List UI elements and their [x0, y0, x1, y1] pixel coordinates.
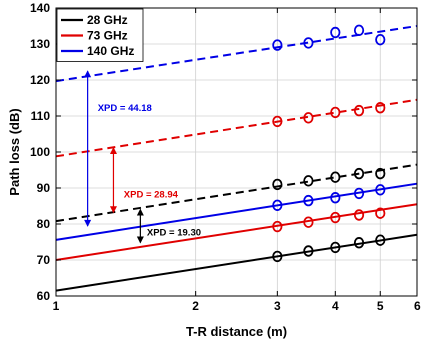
data-point	[353, 237, 365, 249]
data-point	[330, 192, 341, 204]
xpd-label: XPD = 44.18	[98, 103, 152, 114]
xpd-arrow-head	[109, 146, 117, 154]
data-point	[375, 234, 386, 246]
data-point	[303, 194, 314, 207]
y-axis-label: Path loss (dB)	[7, 108, 22, 195]
measured-points-layer	[272, 24, 386, 263]
data-point	[303, 245, 314, 257]
legend-entry: 140 GHz	[87, 44, 134, 58]
x-tick-label: 3	[274, 299, 281, 313]
xpd-annotations-layer: XPD = 19.30 XPD = 28.94 XPD = 44.18	[84, 70, 201, 244]
x-axis-label: T-R distance (m)	[186, 324, 287, 339]
y-tick-label: 120	[30, 73, 50, 87]
data-point	[330, 26, 341, 39]
xpd-arrow-head	[109, 206, 117, 214]
xpd-arrow-head	[136, 236, 144, 244]
fit-lines-layer	[55, 25, 418, 292]
data-point	[272, 115, 283, 128]
data-point	[375, 207, 386, 219]
xpd-arrow-head	[84, 219, 92, 227]
legend-entry: 73 GHz	[87, 29, 128, 43]
data-point	[330, 106, 341, 119]
x-tick-label: 5	[377, 299, 384, 313]
data-point	[353, 104, 365, 117]
xpd-arrow-head	[136, 208, 144, 216]
fit-line	[55, 203, 418, 261]
fit-line	[55, 233, 418, 292]
xpd-label: XPD = 19.30	[147, 227, 201, 238]
data-point	[353, 209, 365, 221]
data-point	[303, 37, 314, 49]
y-tick-label: 110	[31, 109, 51, 123]
data-point	[303, 216, 314, 228]
tick-labels-layer: 1 2 3 4 5 6 60 70 80 90 100 110 120 130 140	[30, 1, 421, 313]
data-point	[272, 178, 283, 191]
data-point	[303, 175, 314, 187]
data-point	[330, 241, 341, 254]
data-point	[353, 24, 365, 37]
fit-line	[55, 98, 418, 158]
data-point	[330, 211, 341, 224]
data-point	[330, 171, 341, 183]
x-tick-label: 4	[332, 299, 339, 313]
data-point	[353, 187, 365, 200]
x-tick-label: 1	[53, 299, 60, 313]
y-tick-label: 140	[30, 1, 50, 15]
y-tick-label: 90	[37, 181, 51, 195]
y-tick-label: 60	[37, 289, 51, 303]
y-tick-label: 100	[30, 145, 50, 159]
data-point	[272, 220, 283, 233]
y-tick-label: 70	[37, 253, 51, 267]
data-point	[272, 199, 283, 211]
data-point	[375, 167, 386, 180]
data-point	[303, 112, 314, 124]
data-point	[353, 167, 365, 180]
data-point	[375, 102, 386, 114]
data-point	[272, 39, 283, 51]
data-point	[375, 33, 386, 46]
data-point	[375, 184, 386, 196]
xpd-label: XPD = 28.94	[124, 190, 179, 201]
data-point	[272, 250, 283, 263]
x-tick-label: 2	[192, 299, 199, 313]
legend-entry: 28 GHz	[87, 13, 128, 27]
fit-line	[55, 163, 418, 223]
fit-line	[55, 182, 418, 241]
y-tick-label: 130	[30, 37, 50, 51]
xpd-arrow-head	[84, 70, 92, 78]
y-tick-label: 80	[37, 217, 51, 231]
x-tick-label: 6	[414, 299, 421, 313]
